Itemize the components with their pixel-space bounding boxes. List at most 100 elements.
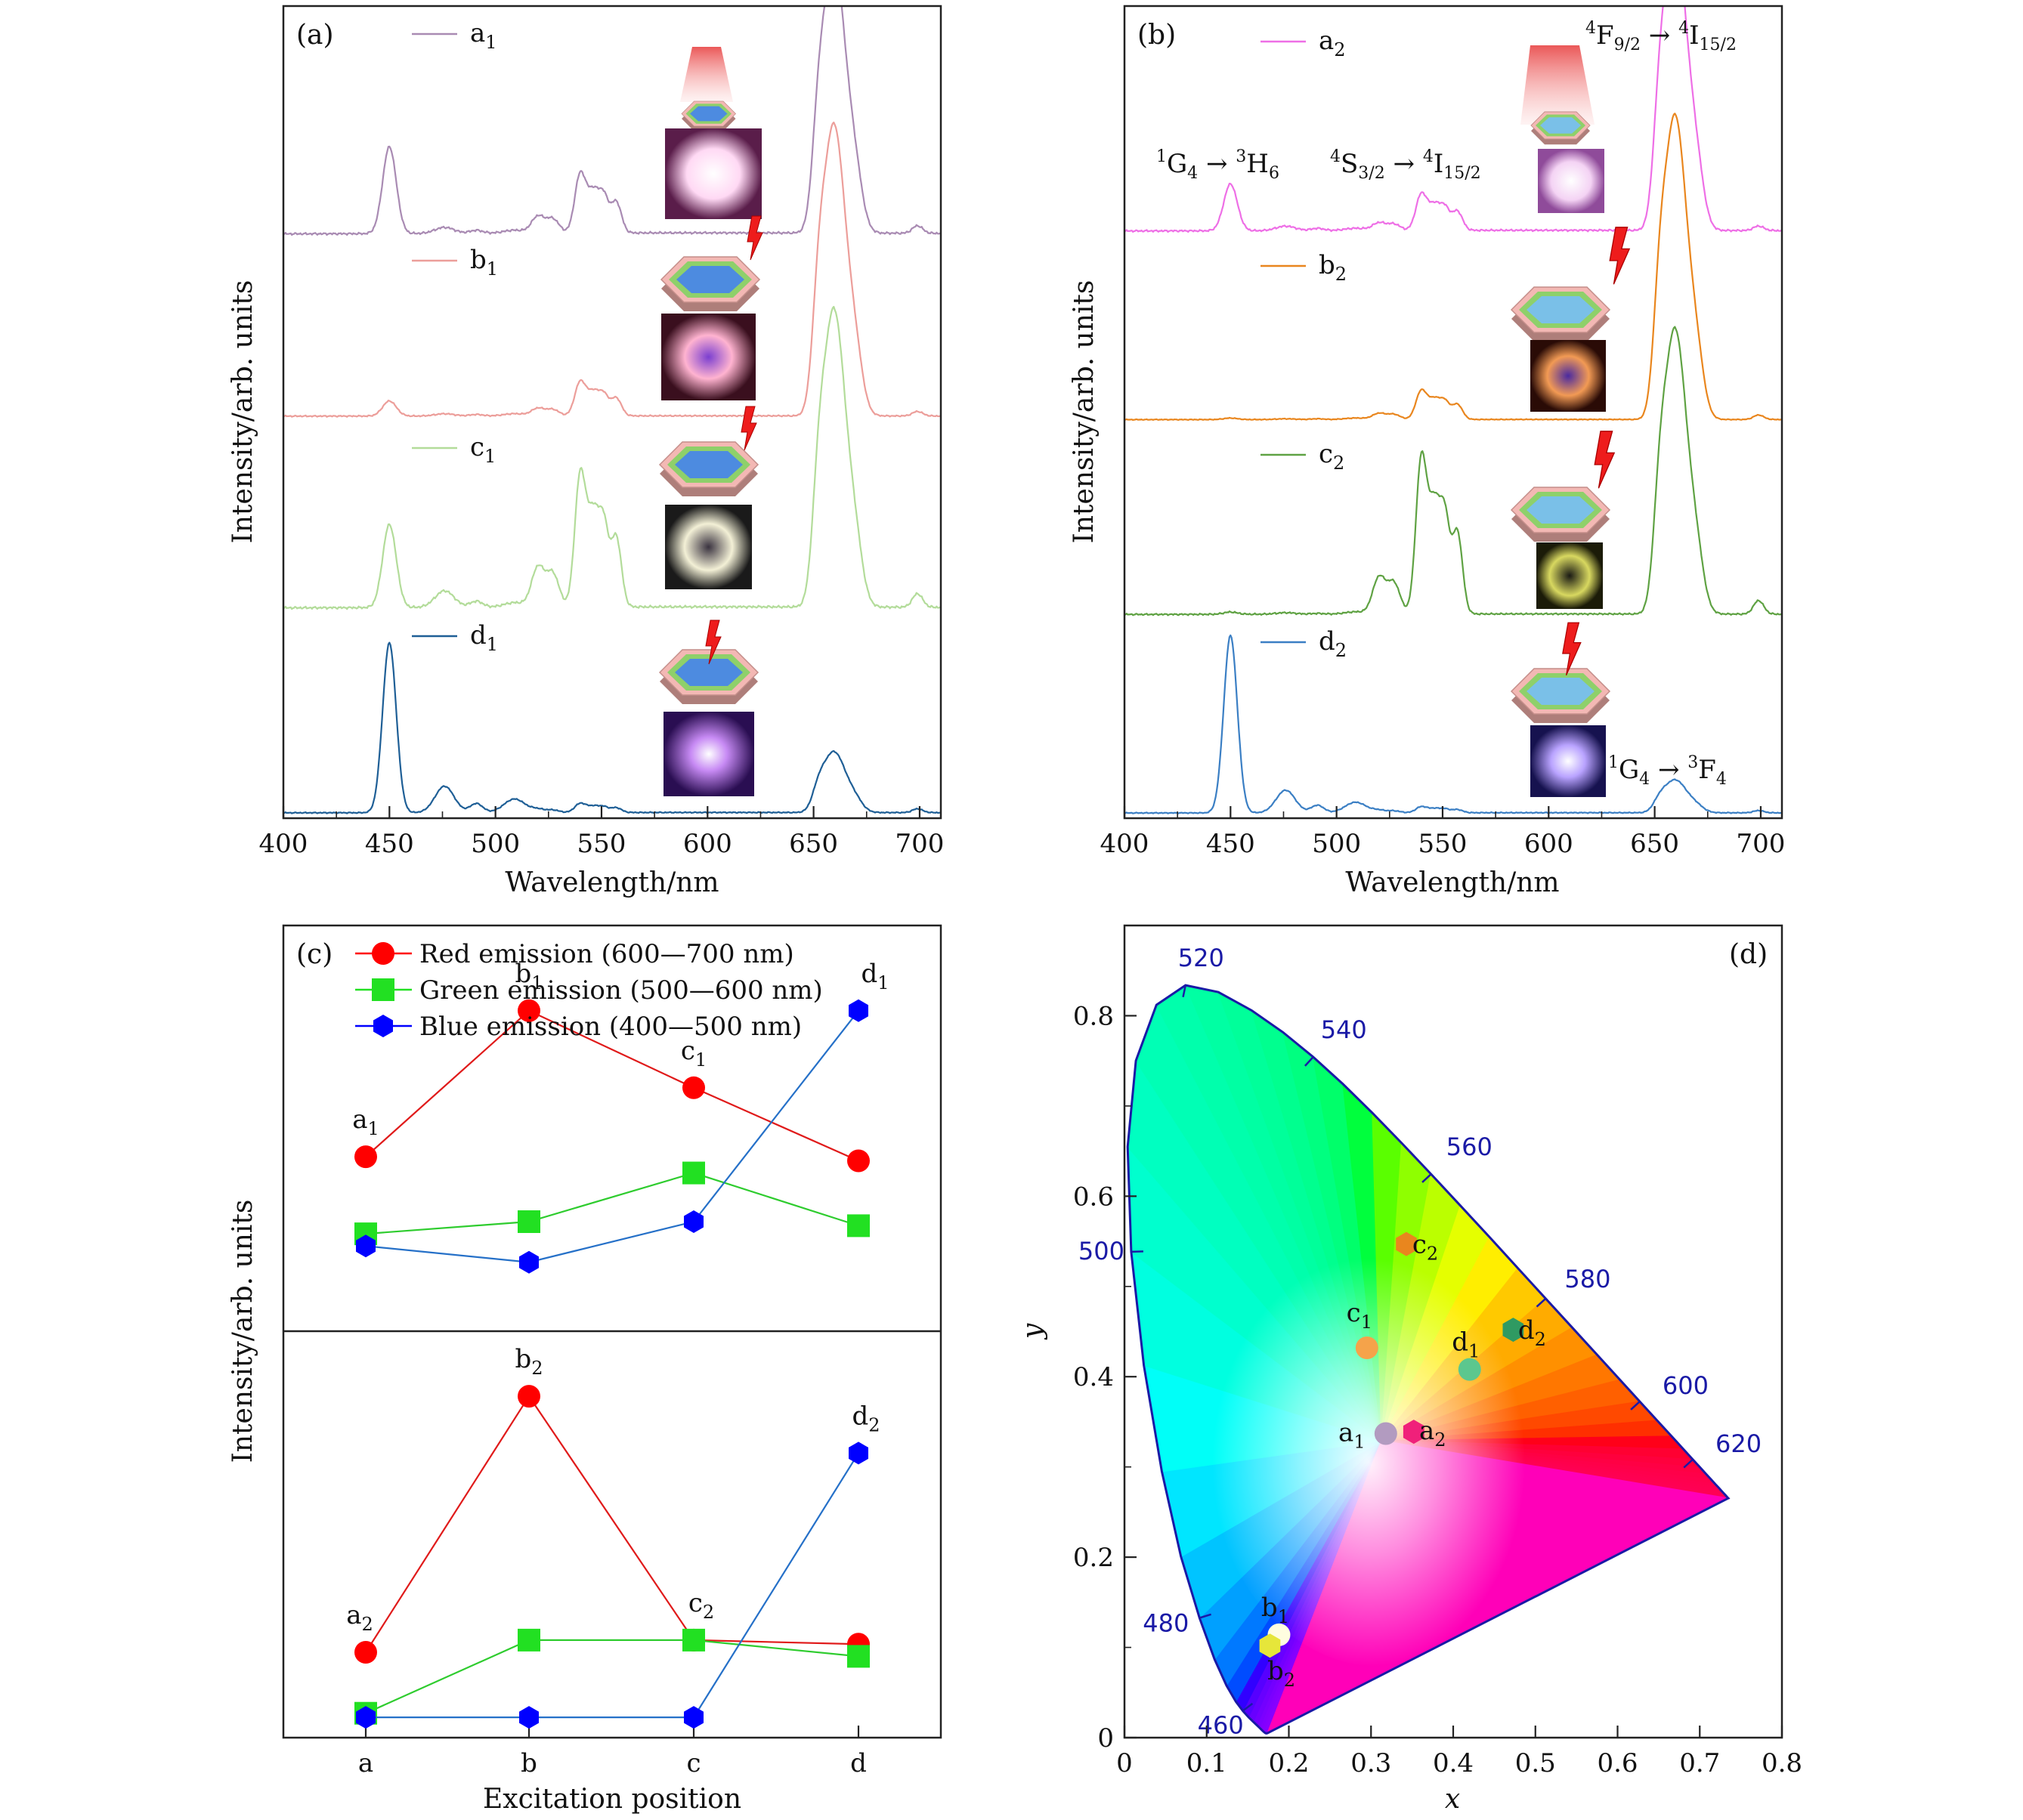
- panel-c-upper-line-red: [365, 1009, 859, 1162]
- panel-d-ytick-label: 0.4: [1073, 1362, 1114, 1392]
- inset-c2: [1511, 431, 1615, 609]
- panel-c-lower-marker-blue: [849, 1441, 868, 1465]
- panel-c-lower-point-label: b2: [515, 1344, 543, 1379]
- hex-plate-icon-c2: [1511, 487, 1610, 542]
- cie-wavelength-tick: [1182, 984, 1187, 997]
- panel-b-xlabel: Wavelength/nm: [1345, 867, 1559, 898]
- panel-c-lower-marker-blue: [684, 1706, 704, 1729]
- panel-c-lower-marker-blue: [519, 1706, 539, 1729]
- inset-d1: [659, 620, 759, 796]
- panel-c-upper-line-blue: [365, 1010, 859, 1263]
- panel-a-spectrum-b1: [283, 122, 941, 418]
- emission-image-a2: [1538, 149, 1604, 213]
- inset-c1: [659, 406, 759, 589]
- panel-d-label: (d): [1729, 939, 1768, 970]
- panel-c-upper-marker-red: [682, 1076, 705, 1099]
- cie-point-b2: [1259, 1633, 1281, 1658]
- emission-image-a1: [665, 128, 762, 219]
- inset-d2: [1511, 622, 1610, 797]
- panel-c-lower-marker-red: [518, 1385, 540, 1408]
- panel-a-spectrum-a1: [283, 6, 941, 236]
- cie-point-d1: [1458, 1358, 1481, 1381]
- hex-plate-icon-a2: [1530, 111, 1591, 145]
- laser-beam-a2: [1520, 45, 1595, 125]
- panel-c-xtick-label: d: [850, 1748, 867, 1778]
- panel-d-xtick-label: 0.6: [1597, 1748, 1638, 1778]
- cie-wavelength-tick: [1683, 1458, 1694, 1469]
- panel-b: 400 450 500 550 600 650 700 (b) Wavelength/nm …: [1069, 5, 1785, 898]
- panel-b-xtick-label: 400: [1100, 829, 1149, 859]
- panel-c-xtick-label: b: [521, 1748, 537, 1778]
- cie-wavelength-label-480: 480: [1143, 1608, 1189, 1637]
- panel-a-spectrum-c1: [283, 305, 941, 610]
- cie-wavelength-label-580: 580: [1564, 1265, 1610, 1293]
- panel-d-xtick-label: 0: [1116, 1748, 1133, 1778]
- emission-image-c1: [665, 505, 752, 589]
- panel-c-upper-marker-blue: [519, 1250, 539, 1274]
- panel-c-upper-marker-blue: [684, 1210, 704, 1233]
- panel-d-xtick-label: 0.2: [1268, 1748, 1309, 1778]
- cie-point-label-c1: c1: [1347, 1298, 1372, 1333]
- cie-spectral-locus: [1126, 984, 1731, 1735]
- panel-c-xlabel: Excitation position: [483, 1784, 741, 1815]
- panel-c-legend-marker-hexagon: [373, 1015, 393, 1037]
- cie-point-c1: [1355, 1336, 1378, 1359]
- panel-c-legend-label-1: Green emission (500—600 nm): [419, 975, 823, 1006]
- hex-plate-icon-c1: [659, 441, 759, 497]
- panel-c-upper-point-label: b1: [515, 959, 543, 993]
- cie-point-label-b2: b2: [1267, 1656, 1295, 1691]
- panel-c-legend-marker-square: [372, 978, 394, 1001]
- panel-a-xtick-label: 600: [683, 829, 732, 859]
- panel-b-legend-label-b2: b2: [1319, 250, 1347, 285]
- panel-c-legend-label-0: Red emission (600—700 nm): [419, 939, 794, 969]
- panel-d-xtick-label: 0.7: [1679, 1748, 1720, 1778]
- panel-a: 400 450 500 550 600 650 700 (a) Wavelength/nm …: [227, 5, 944, 898]
- cie-wavelength-tick: [1304, 1056, 1314, 1067]
- panel-a-legend-label-d1: d1: [470, 620, 498, 655]
- cie-point-label-c2: c2: [1412, 1230, 1438, 1265]
- panel-c-ylabel: Intensity/arb. units: [227, 1200, 258, 1463]
- cie-wavelength-label-500: 500: [1078, 1237, 1124, 1265]
- panel-b-legend-label-c2: c2: [1319, 439, 1344, 474]
- panel-d-ytick-label: 0: [1097, 1723, 1114, 1754]
- panel-b-spectrum-d2: [1124, 634, 1782, 814]
- panel-b-spectrum-c2: [1124, 326, 1782, 616]
- panel-c-lower-line-blue: [366, 1452, 859, 1719]
- panel-d-ylabel: y: [1017, 1323, 1048, 1340]
- hex-plate-icon-d1: [659, 649, 759, 705]
- inset-b2: [1511, 227, 1630, 412]
- cie-wavelength-tick: [1421, 1173, 1432, 1183]
- panel-b-legend-label-a2: a2: [1319, 26, 1346, 60]
- cie-wavelength-label-520: 520: [1178, 944, 1224, 972]
- panel-b-label: (b): [1137, 20, 1176, 51]
- panel-b-xtick-label: 650: [1630, 829, 1679, 859]
- emission-image-b1: [661, 314, 756, 400]
- cie-point-label-d2: d2: [1518, 1315, 1546, 1350]
- panel-b-spectrum-a2: [1124, 6, 1782, 233]
- cie-point-label-a2: a2: [1419, 1416, 1446, 1451]
- annotation-4f92-4i152: 4F9/2 → 4I15/2: [1585, 19, 1737, 54]
- panel-c-label: (c): [296, 939, 333, 970]
- panel-a-frame: [282, 5, 942, 820]
- panel-d-ytick-label: 0.8: [1073, 1001, 1114, 1031]
- hex-plate-icon-a1: [681, 100, 736, 132]
- cie-wavelength-label-600: 600: [1663, 1371, 1709, 1400]
- panel-c-upper-marker-green: [847, 1214, 870, 1238]
- inset-a2: [1520, 45, 1604, 213]
- cie-point-label-a1: a1: [1338, 1417, 1366, 1452]
- hex-plate-icon-d2: [1511, 668, 1610, 724]
- panel-c-upper-marker-red: [354, 1145, 377, 1169]
- panel-a-xtick-label: 650: [789, 829, 838, 859]
- cie-wavelength-label-540: 540: [1321, 1015, 1367, 1044]
- panel-c-lower-line-green: [365, 1639, 859, 1714]
- panel-d-xtick-label: 0.3: [1350, 1748, 1391, 1778]
- panel-a-xtick-label: 500: [471, 829, 520, 859]
- panel-d-ytick-label: 0.2: [1073, 1543, 1114, 1573]
- cie-point-a2: [1403, 1420, 1424, 1445]
- cie-point-a1: [1374, 1422, 1397, 1445]
- cie-wavelength-label-460: 460: [1198, 1711, 1244, 1740]
- panel-b-ylabel: Intensity/arb. units: [1069, 280, 1100, 544]
- annotation-1g4-3h6: 1G4 → 3H6: [1156, 147, 1279, 183]
- panel-c-lower-marker-green: [847, 1645, 870, 1668]
- panel-a-legend-label-c1: c1: [470, 432, 496, 467]
